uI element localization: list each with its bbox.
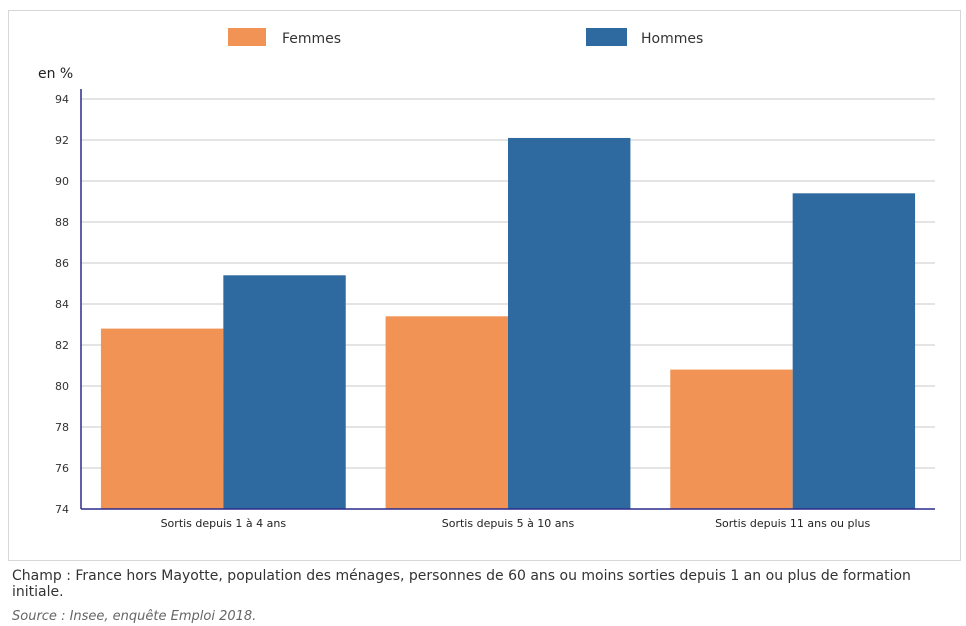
y-tick-label: 76 <box>55 462 69 475</box>
legend-swatch-hommes <box>586 28 627 46</box>
legend-item-femmes: Femmes <box>228 28 341 47</box>
bar-femmes-1 <box>100 328 224 509</box>
x-category-label: Sortis depuis 5 à 10 ans <box>442 517 575 530</box>
y-tick-label: 82 <box>55 339 69 352</box>
legend: Femmes Hommes <box>228 28 703 47</box>
y-tick-label: 74 <box>55 503 69 516</box>
bar-femmes-2 <box>385 316 508 509</box>
legend-item-hommes: Hommes <box>586 28 703 47</box>
x-category-labels: Sortis depuis 1 à 4 ans Sortis depuis 5 à… <box>161 517 871 530</box>
bar-hommes-1 <box>223 275 346 509</box>
legend-label-femmes: Femmes <box>282 31 341 47</box>
legend-label-hommes: Hommes <box>641 31 703 47</box>
x-category-label: Sortis depuis 11 ans ou plus <box>715 517 870 530</box>
axes-group <box>80 89 935 510</box>
y-tick-label: 84 <box>55 298 69 311</box>
bar-hommes-2 <box>508 137 631 509</box>
chart-frame: 74 76 78 80 82 84 86 88 90 92 94 Sortis depuis 1 à… <box>8 10 961 561</box>
y-tick-labels: 74 76 78 80 82 84 86 88 90 92 94 <box>55 93 69 516</box>
y-tick-label: 92 <box>55 134 69 147</box>
y-tick-label: 80 <box>55 380 69 393</box>
bar-chart: 74 76 78 80 82 84 86 88 90 92 94 Sortis depuis 1 à… <box>38 28 935 530</box>
y-tick-label: 94 <box>55 93 69 106</box>
legend-swatch-femmes <box>228 28 266 46</box>
bars-group <box>100 137 916 510</box>
y-tick-label: 88 <box>55 216 69 229</box>
y-tick-label: 86 <box>55 257 69 270</box>
x-category-label: Sortis depuis 1 à 4 ans <box>161 517 287 530</box>
bar-femmes-3 <box>670 369 793 509</box>
y-tick-label: 78 <box>55 421 69 434</box>
chart-source: Source : Insee, enquête Emploi 2018. <box>12 609 257 624</box>
bar-hommes-3 <box>792 193 916 510</box>
y-axis-unit-label: en % <box>38 66 73 82</box>
y-tick-label: 90 <box>55 175 69 188</box>
chart-caption: Champ : France hors Mayotte, population … <box>12 568 911 600</box>
